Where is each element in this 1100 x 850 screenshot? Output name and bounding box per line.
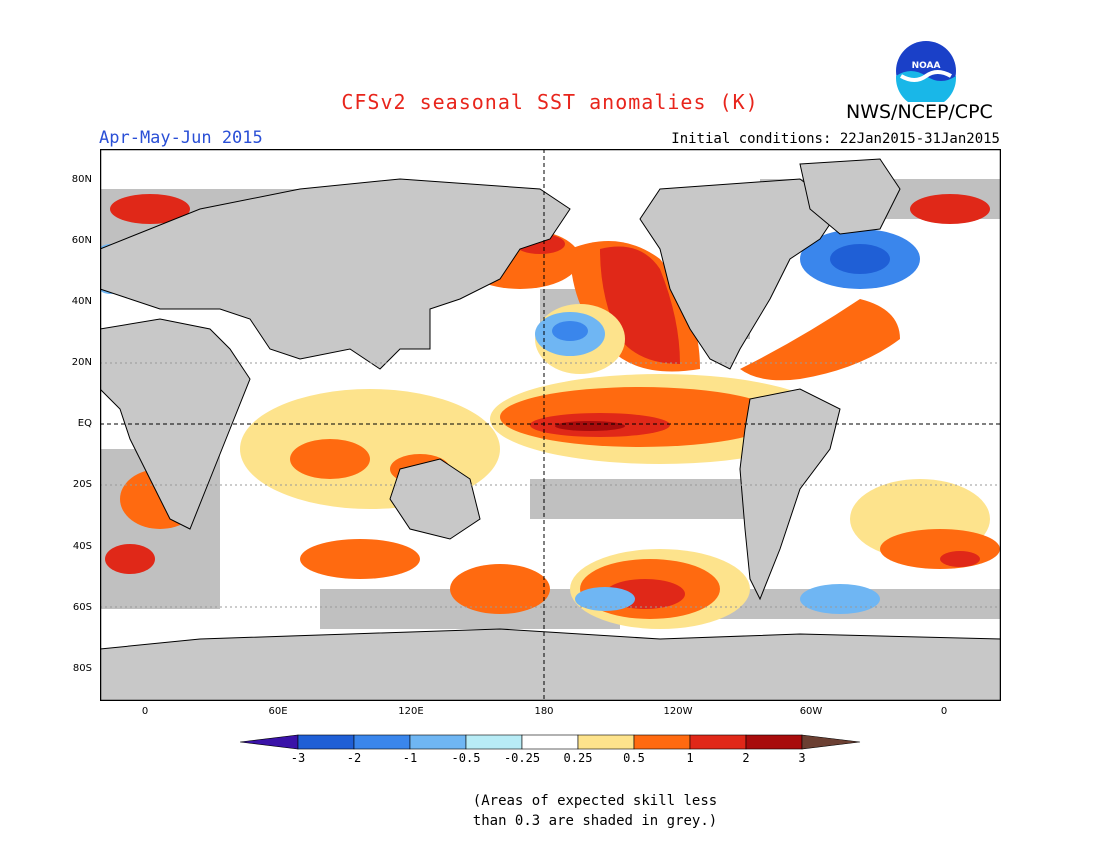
colorbar-swatch — [745, 734, 803, 750]
map-frame — [100, 149, 1001, 701]
lat-label-80n: 80N — [71, 174, 92, 185]
lon-label-0: 0 — [141, 706, 149, 717]
reference-lines — [100, 149, 1001, 701]
lat-label-20s: 20S — [72, 479, 92, 490]
lon-label-180: 180 — [534, 706, 554, 717]
skill-note-line-1: (Areas of expected skill less — [472, 793, 718, 809]
lon-label-60e: 60E — [268, 706, 288, 717]
colorbar-swatch — [577, 734, 635, 750]
skill-note: (Areas of expected skill less than 0.3 a… — [460, 791, 730, 831]
colorbar-swatch — [409, 734, 467, 750]
colorbar-label: 1 — [686, 751, 694, 765]
forecast-period: Apr-May-Jun 2015 — [99, 128, 263, 148]
map-title: CFSv2 seasonal SST anomalies (K) — [341, 90, 759, 114]
lon-label-120w: 120W — [663, 706, 693, 717]
lat-label-eq: EQ — [77, 418, 92, 429]
lat-label-60s: 60S — [72, 602, 92, 613]
colorbar-label: -1 — [402, 751, 418, 765]
agency-label: NWS/NCEP/CPC — [846, 101, 993, 123]
lon-label-0-east: 0 — [940, 706, 948, 717]
colorbar-label: -0.5 — [451, 751, 481, 765]
colorbar-label: -2 — [346, 751, 362, 765]
colorbar-label: 3 — [798, 751, 806, 765]
colorbar-arrow-right — [801, 734, 861, 750]
skill-note-line-2: than 0.3 are shaded in grey.) — [472, 813, 718, 829]
lon-label-60w: 60W — [799, 706, 823, 717]
colorbar-label: 0.5 — [623, 751, 645, 765]
lat-label-20n: 20N — [71, 357, 92, 368]
colorbar-swatch — [297, 734, 355, 750]
colorbar-swatch — [465, 734, 523, 750]
lat-label-80s: 80S — [72, 663, 92, 674]
initial-conditions: Initial conditions: 22Jan2015-31Jan2015 — [671, 131, 1000, 147]
colorbar-swatch — [353, 734, 411, 750]
sst-anomaly-map — [100, 149, 1001, 701]
colorbar-swatch — [521, 734, 579, 750]
colorbar-label: 2 — [742, 751, 750, 765]
lat-label-40s: 40S — [72, 541, 92, 552]
lat-label-60n: 60N — [71, 235, 92, 246]
land-masses — [100, 158, 1001, 701]
colorbar-label: 0.25 — [563, 751, 593, 765]
colorbar-label: -0.25 — [503, 751, 541, 765]
colorbar-arrow-left — [240, 734, 299, 750]
logo-text: NOAA — [912, 61, 941, 71]
colorbar-swatch — [633, 734, 691, 750]
tropic-lines — [100, 362, 1001, 608]
noaa-logo: NOAA — [896, 41, 956, 102]
lon-label-120e: 120E — [398, 706, 424, 717]
lat-label-40n: 40N — [71, 296, 92, 307]
colorbar-label: -3 — [290, 751, 306, 765]
colorbar-swatch — [689, 734, 747, 750]
colorbar — [240, 734, 861, 750]
